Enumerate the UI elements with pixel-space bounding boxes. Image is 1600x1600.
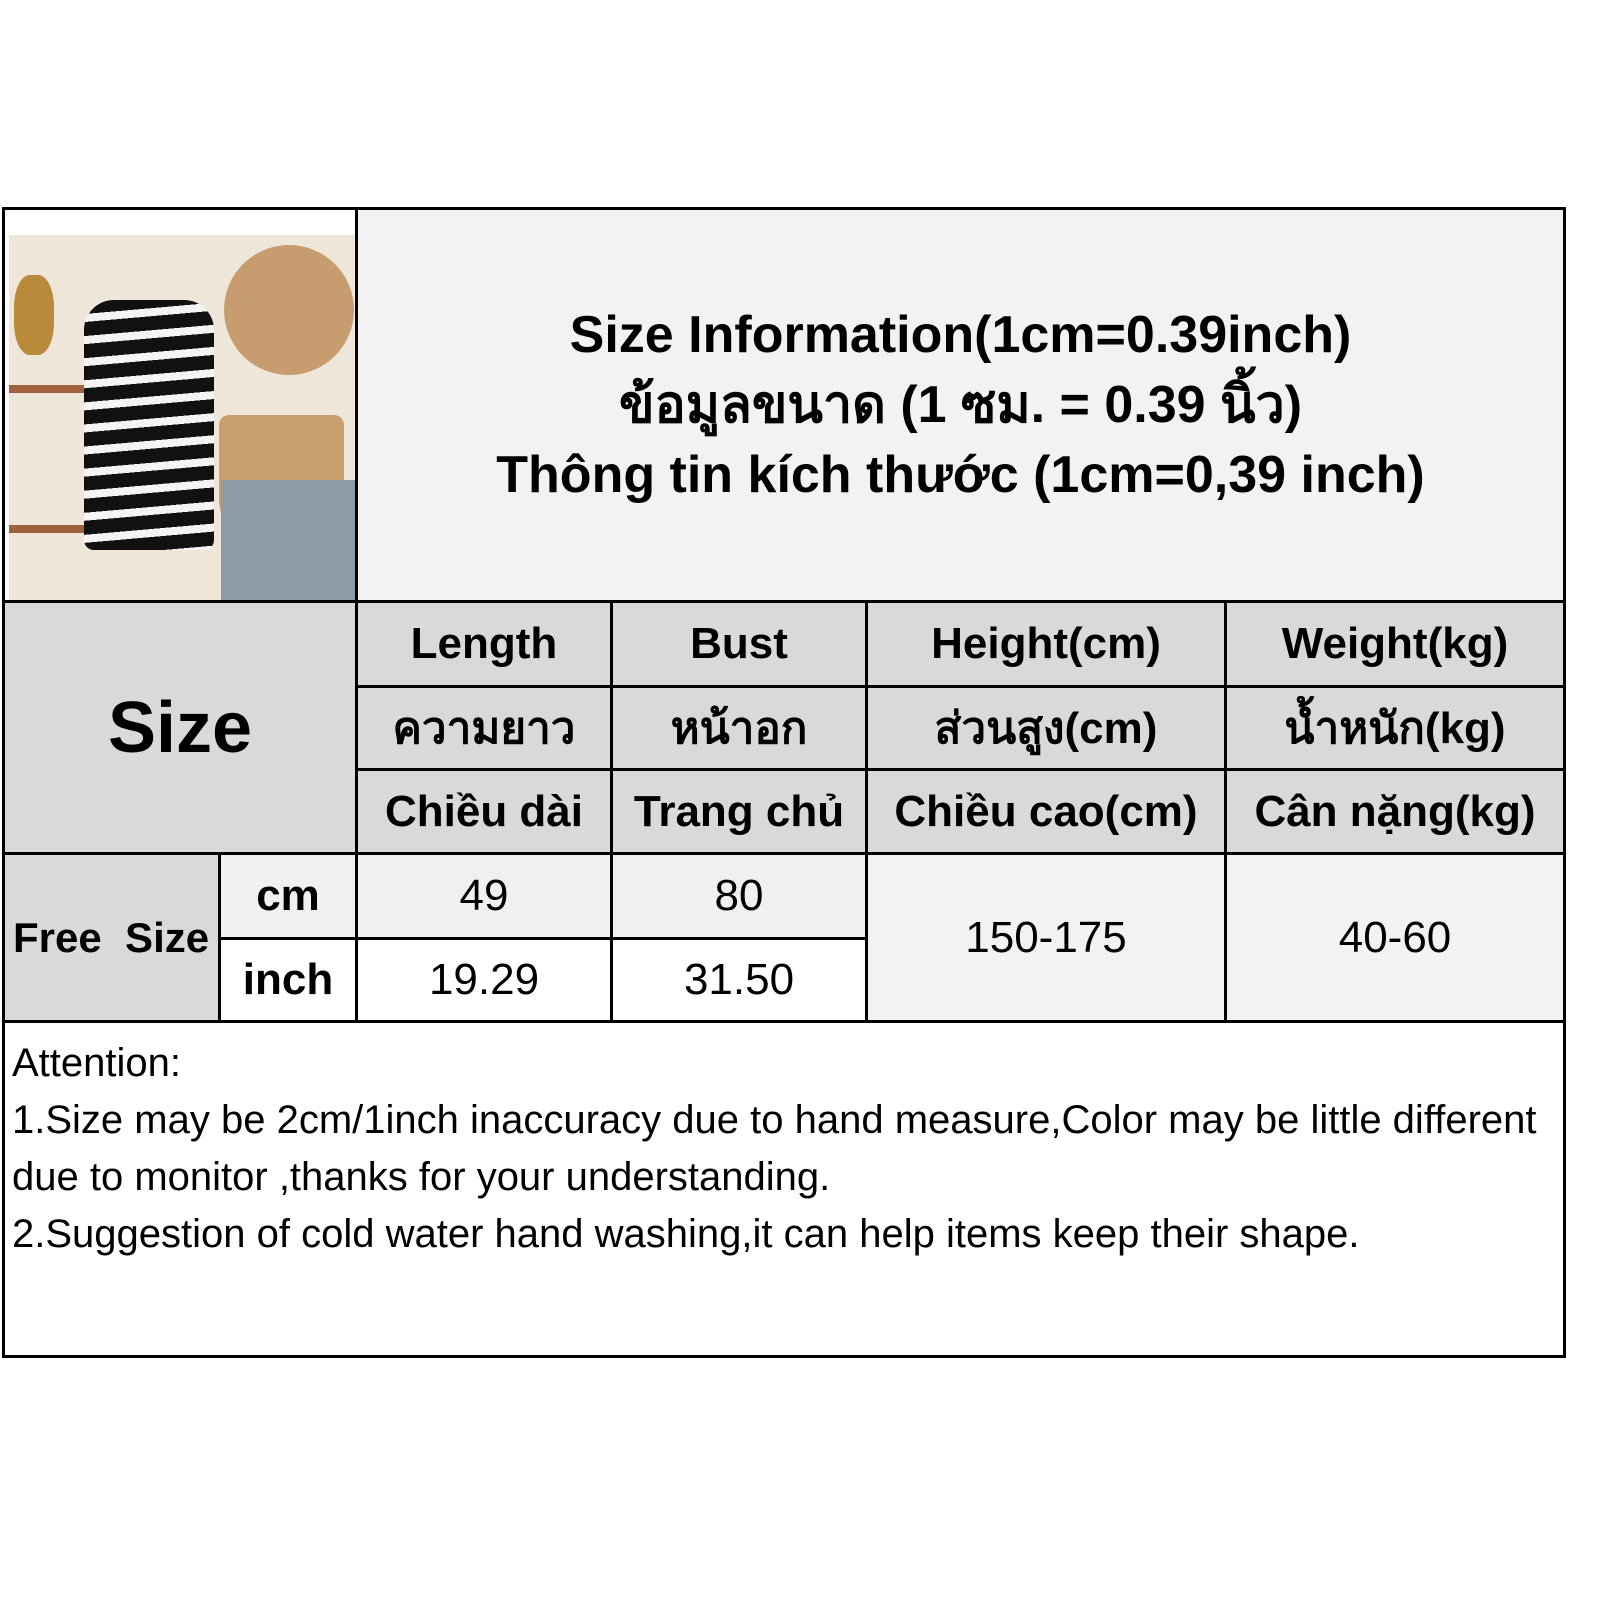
length-inch-value: 19.29 — [355, 937, 613, 1023]
header-weight-th: น้ำหนัก(kg) — [1224, 685, 1566, 771]
weight-value: 40-60 — [1224, 852, 1566, 1023]
header-bust-en: Bust — [610, 600, 868, 688]
unit-cm-label: cm — [218, 852, 358, 940]
header-bust-th: หน้าอก — [610, 685, 868, 771]
header-length-en: Length — [355, 600, 613, 688]
size-header: Size — [2, 600, 358, 855]
header-bust-vi: Trang chủ — [610, 768, 868, 855]
title-english: Size Information(1cm=0.39inch) — [569, 306, 1352, 364]
header-length-vi: Chiều dài — [355, 768, 613, 855]
title-thai: ข้อมูลขนาด (1 ซม. = 0.39 นิ้ว) — [618, 376, 1303, 434]
attention-note-1: 1.Size may be 2cm/1inch inaccuracy due t… — [12, 1098, 1537, 1199]
header-height-vi: Chiều cao(cm) — [865, 768, 1227, 855]
header-weight-vi: Cân nặng(kg) — [1224, 768, 1566, 855]
attention-note-2: 2.Suggestion of cold water hand washing,… — [12, 1212, 1360, 1256]
attention-heading: Attention: — [12, 1041, 182, 1085]
attention-section: Attention: 1.Size may be 2cm/1inch inacc… — [2, 1023, 1566, 1341]
header-length-th: ความยาว — [355, 685, 613, 771]
header-weight-en: Weight(kg) — [1224, 600, 1566, 688]
product-photo — [9, 235, 359, 600]
length-cm-value: 49 — [355, 852, 613, 940]
title-vietnamese: Thông tin kích thước (1cm=0,39 inch) — [496, 446, 1425, 504]
bust-inch-value: 31.50 — [610, 937, 868, 1023]
size-information-title: Size Information(1cm=0.39inch) ข้อมูลขนา… — [355, 207, 1566, 603]
attention-cell — [2, 1020, 1566, 1358]
header-height-en: Height(cm) — [865, 600, 1227, 688]
free-size-label: Free Size — [2, 852, 221, 1023]
bust-cm-value: 80 — [610, 852, 868, 940]
unit-inch-label: inch — [218, 937, 358, 1023]
height-value: 150-175 — [865, 852, 1227, 1023]
header-height-th: ส่วนสูง(cm) — [865, 685, 1227, 771]
